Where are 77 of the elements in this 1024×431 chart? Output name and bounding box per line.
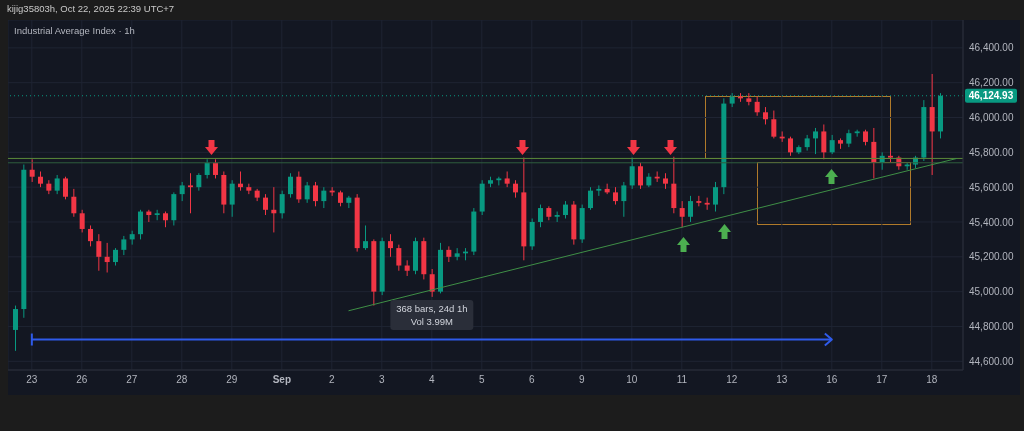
x-tick-label: 18 — [926, 374, 938, 385]
candlestick — [538, 204, 543, 228]
candlestick — [279, 190, 285, 220]
candlestick — [104, 242, 110, 273]
x-tick-label: 23 — [26, 374, 38, 385]
x-tick-label: 10 — [626, 374, 638, 385]
candlestick — [621, 181, 627, 218]
x-tick-label: 29 — [226, 374, 238, 385]
candlestick — [771, 110, 777, 139]
candlestick — [629, 157, 635, 190]
candlestick — [296, 170, 302, 204]
candlestick — [813, 127, 818, 155]
y-tick-label: 45,000.00 — [969, 286, 1014, 298]
candlestick — [71, 188, 77, 218]
annotation: 368 bars, 24d 1h — [396, 301, 468, 315]
y-tick-label: 45,600.00 — [969, 181, 1014, 193]
candlestick — [388, 233, 393, 258]
x-tick-label: 9 — [579, 374, 586, 385]
candlestick — [138, 209, 143, 240]
candlestick — [363, 224, 368, 251]
x-tick-label: 6 — [529, 374, 536, 385]
x-tick-label: 4 — [429, 374, 436, 385]
y-tick-label: 45,800.00 — [969, 146, 1014, 158]
candlestick — [229, 179, 235, 218]
candlestick — [204, 158, 210, 179]
y-tick-label: 45,200.00 — [969, 251, 1014, 263]
candlestick — [829, 134, 835, 155]
y-tick-label: 44,800.00 — [969, 321, 1014, 333]
candlestick — [754, 96, 760, 117]
x-tick-label: 28 — [176, 374, 188, 385]
x-tick-label: 16 — [826, 374, 838, 385]
y-tick-label: 46,200.00 — [969, 77, 1014, 89]
candlestick — [88, 224, 93, 247]
candlestick — [304, 181, 310, 204]
y-tick-label: 46,000.00 — [969, 112, 1014, 124]
x-tick-label: 11 — [676, 374, 688, 385]
candlestick — [429, 268, 435, 298]
candlestick — [288, 172, 293, 199]
candlestick — [188, 172, 193, 214]
x-tick-label: 2 — [329, 374, 336, 385]
text: Industrial Average Index · 1h — [14, 25, 135, 36]
x-tick-label: 26 — [76, 374, 88, 385]
candlestick — [29, 158, 35, 183]
y-tick-label: 46,400.00 — [969, 42, 1014, 54]
candlestick — [13, 305, 18, 352]
candlestick — [638, 162, 643, 190]
x-tick-label: 3 — [379, 374, 386, 385]
candlestick — [788, 136, 793, 157]
candlestick — [688, 195, 693, 223]
y-tick-label: 44,600.00 — [969, 355, 1014, 367]
candlestick — [96, 233, 102, 272]
candlestick — [679, 200, 685, 228]
candlestick — [596, 184, 602, 197]
x-tick-label: 17 — [876, 374, 888, 385]
x-tick-label: Sep — [272, 374, 292, 385]
candlestick — [313, 181, 318, 207]
candlestick — [321, 186, 327, 209]
annotation: Vol 3.99M — [409, 314, 454, 328]
text: kijig35803h, Oct 22, 2025 22:39 UTC+7 — [7, 3, 175, 14]
candlestick — [54, 174, 60, 195]
candlestick — [871, 127, 877, 179]
y-tick-label: 45,400.00 — [969, 216, 1014, 228]
candlestick — [713, 181, 718, 213]
candlestick — [121, 235, 127, 256]
candlestick — [79, 209, 85, 233]
x-tick-label: 5 — [479, 374, 486, 385]
candlestick — [263, 193, 268, 216]
candlestick — [821, 123, 827, 160]
candlestick — [396, 244, 402, 272]
candlestick — [213, 158, 218, 179]
x-tick-label: 27 — [126, 374, 138, 385]
candlestick — [63, 176, 68, 200]
candlestick — [588, 186, 593, 211]
x-tick-label: 13 — [776, 374, 788, 385]
candlestick — [179, 181, 185, 202]
ref-line-label: 46,124.93 — [968, 90, 1014, 102]
x-tick-label: 12 — [726, 374, 738, 385]
